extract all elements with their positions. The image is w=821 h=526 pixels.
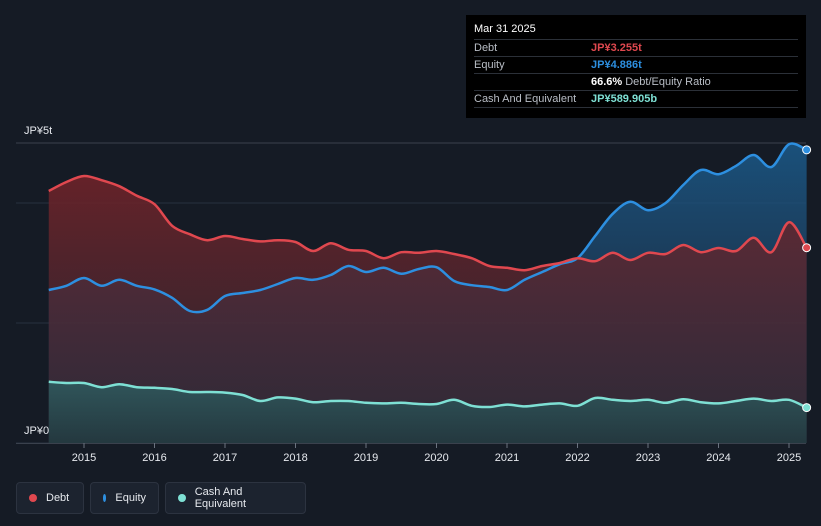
debt-endpoint bbox=[802, 243, 812, 253]
tooltip-equity-label: Equity bbox=[474, 59, 505, 71]
tooltip-debt-value: JP¥3.255t bbox=[591, 42, 642, 54]
legend-debt-button[interactable]: Debt bbox=[16, 482, 84, 514]
legend-debt-label: Debt bbox=[46, 492, 70, 504]
tooltip-row-equity: Equity JP¥4.886t bbox=[474, 56, 798, 73]
tooltip-cash-value: JP¥589.905b bbox=[591, 93, 658, 105]
x-tick-label: 2021 bbox=[495, 452, 519, 464]
cash-line bbox=[48, 380, 808, 409]
chart-legend: Debt Equity Cash And Equivalent bbox=[16, 482, 306, 514]
x-tick-label: 2020 bbox=[424, 452, 448, 464]
x-tick-label: 2023 bbox=[636, 452, 660, 464]
x-tick-label: 2017 bbox=[213, 452, 237, 464]
legend-equity-dot-icon bbox=[103, 494, 107, 502]
legend-cash-dot-icon bbox=[178, 494, 186, 502]
tooltip-equity-value: JP¥4.886t bbox=[591, 59, 642, 71]
legend-cash-button[interactable]: Cash And Equivalent bbox=[165, 482, 306, 514]
tooltip-row-cash: Cash And Equivalent JP¥589.905b bbox=[474, 90, 798, 108]
cash-endpoint bbox=[802, 403, 812, 413]
x-tick-label: 2015 bbox=[72, 452, 96, 464]
y-tick-label-bottom: JP¥0 bbox=[24, 425, 49, 437]
tooltip-ratio-value: 66.6% bbox=[591, 76, 623, 88]
tooltip-row-debt: Debt JP¥3.255t bbox=[474, 39, 798, 56]
axis-labels: JP¥5t JP¥0 2015 2016 2017 2018 2019 2020 2021 202… bbox=[24, 125, 801, 464]
x-tick-label: 2022 bbox=[565, 452, 589, 464]
legend-equity-label: Equity bbox=[115, 492, 146, 504]
legend-equity-button[interactable]: Equity bbox=[90, 482, 159, 514]
tooltip-row-ratio: 66.6% Debt/Equity Ratio bbox=[474, 73, 798, 90]
tooltip-panel: Mar 31 2025 Debt JP¥3.255t Equity JP¥4.8… bbox=[466, 15, 806, 118]
cash-area bbox=[48, 381, 807, 443]
equity-endpoint bbox=[802, 145, 812, 155]
x-tick-label: 2024 bbox=[706, 452, 730, 464]
series-lines bbox=[48, 142, 812, 413]
x-tick-label: 2016 bbox=[142, 452, 166, 464]
x-tick-label: 2018 bbox=[283, 452, 307, 464]
debt-area bbox=[48, 175, 807, 443]
legend-cash-label: Cash And Equivalent bbox=[194, 486, 247, 510]
tooltip-date: Mar 31 2025 bbox=[474, 23, 536, 35]
legend-debt-dot-icon bbox=[29, 494, 37, 502]
tooltip-debt-label: Debt bbox=[474, 42, 498, 54]
tooltip-ratio-label: Debt/Equity Ratio bbox=[625, 76, 711, 88]
series-areas bbox=[48, 143, 807, 444]
x-tick-label: 2025 bbox=[777, 452, 801, 464]
x-tick-label: 2019 bbox=[354, 452, 378, 464]
tooltip-cash-label: Cash And Equivalent bbox=[474, 93, 577, 105]
y-tick-label-top: JP¥5t bbox=[24, 125, 52, 137]
equity-line bbox=[48, 142, 808, 314]
debt-line bbox=[48, 174, 808, 272]
